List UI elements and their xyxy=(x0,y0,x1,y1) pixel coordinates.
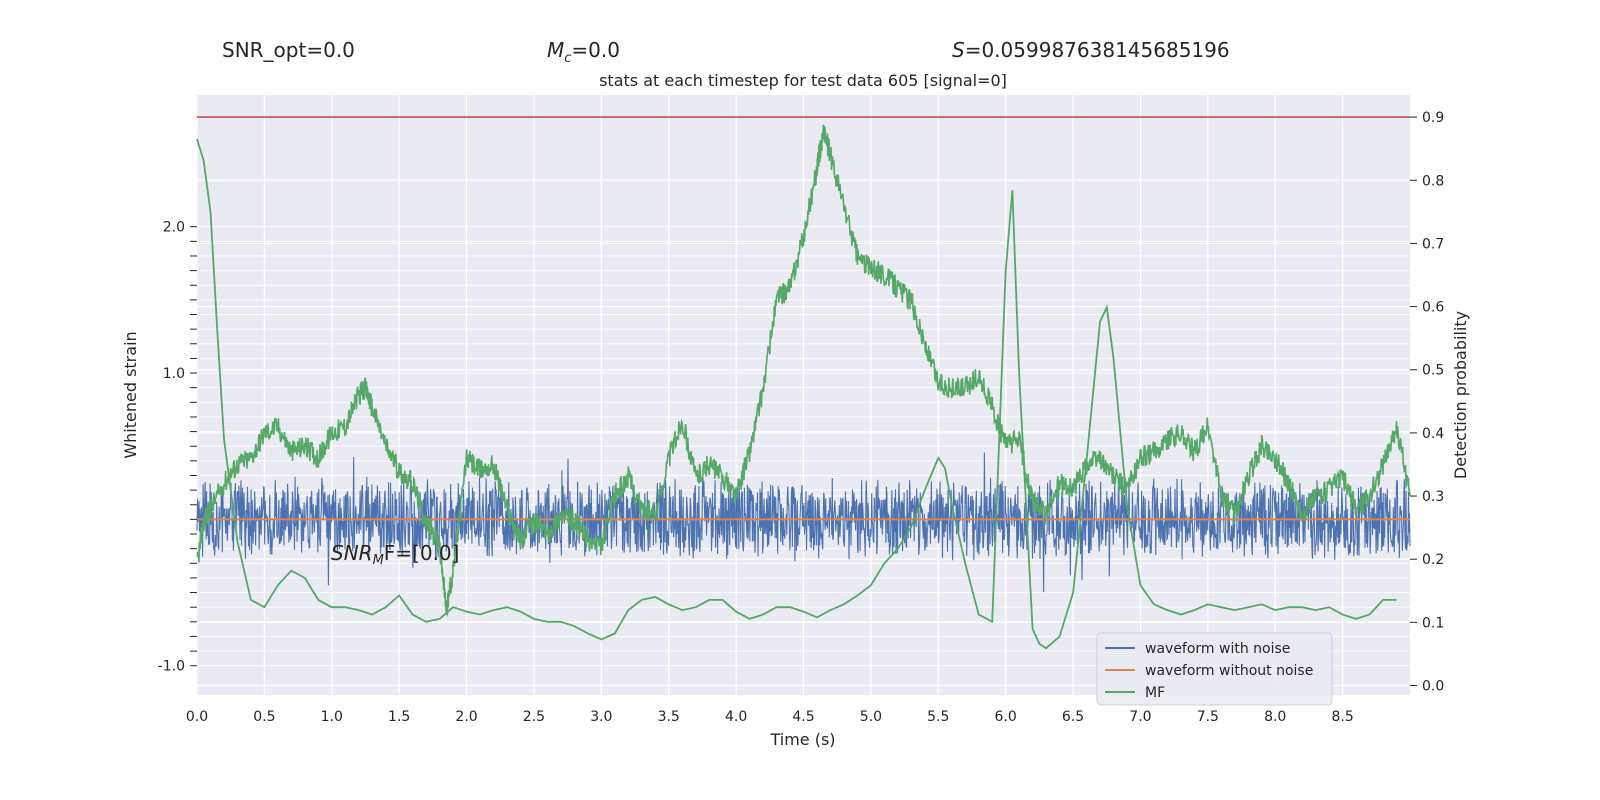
right-tick-label: 0.8 xyxy=(1422,173,1444,189)
right-tick-label: 0.6 xyxy=(1422,300,1444,316)
x-tick-label: 1.5 xyxy=(388,709,410,725)
x-tick-label: 8.5 xyxy=(1331,709,1353,725)
x-tick-label: 7.5 xyxy=(1197,709,1219,725)
chart-title: stats at each timestep for test data 605… xyxy=(599,71,1007,90)
x-tick-label: 3.5 xyxy=(658,709,680,725)
waveform-with-noise-line xyxy=(196,452,1411,593)
s-stat: S=0.0599876381456851​96 xyxy=(952,38,1230,62)
right-tick-label: 0.5 xyxy=(1422,363,1444,379)
x-tick-label: 3.0 xyxy=(590,709,612,725)
right-tick-label: 0.1 xyxy=(1422,615,1444,631)
x-tick-label: 1.0 xyxy=(321,709,343,725)
x-tick-label: 2.0 xyxy=(455,709,477,725)
x-axis: 0.0 0.5 1.0 1.5 2.0 2.5 3.0 3.5 4.0 4.5 5.0 5.5 6.0 6… xyxy=(186,709,1354,725)
right-axis-label: Detection probability xyxy=(1451,311,1470,479)
snr-mf-sub: M xyxy=(373,553,384,568)
left-axis-label: Whitened strain xyxy=(121,331,140,458)
legend: waveform with noise waveform without nois… xyxy=(1096,632,1333,706)
left-tick-label: 1.0 xyxy=(163,366,185,382)
x-tick-label: 0.5 xyxy=(253,709,275,725)
plot-area xyxy=(196,116,1411,650)
x-tick-label: 4.5 xyxy=(792,709,814,725)
right-tick-label: 0.0 xyxy=(1422,679,1444,695)
detection-probability-line xyxy=(196,124,1411,617)
left-tick-label: 2.0 xyxy=(163,220,185,236)
snr-mf-tail: F=[0.0] xyxy=(384,541,460,565)
right-axis: 0.0 0.1 0.2 0.3 0.4 0.5 0.6 0.7 0.8 0.9 xyxy=(1410,110,1444,695)
x-tick-label: 7.0 xyxy=(1129,709,1151,725)
x-tick-label: 2.5 xyxy=(523,709,545,725)
x-axis-label: Time (s) xyxy=(769,730,835,749)
chirp-mass-stat: Mc=0.0 xyxy=(547,38,620,66)
x-tick-label: 5.0 xyxy=(860,709,882,725)
right-tick-label: 0.9 xyxy=(1422,110,1444,126)
x-tick-label: 4.0 xyxy=(725,709,747,725)
x-tick-label: 5.5 xyxy=(927,709,949,725)
right-tick-label: 0.7 xyxy=(1422,236,1444,252)
left-axis: 2.0 1.0 -1.0 xyxy=(158,220,197,675)
chirp-mass-subscript: c xyxy=(564,51,572,66)
left-tick-label: -1.0 xyxy=(158,659,185,675)
x-tick-label: 0.0 xyxy=(186,709,208,725)
snr-opt-stat: SNR_opt=0.0 xyxy=(222,38,355,62)
snr-mf-annotation: SNRMF=[0.0] xyxy=(331,541,459,568)
s-symbol: S xyxy=(952,38,965,62)
right-tick-label: 0.3 xyxy=(1422,489,1444,505)
x-tick-label: 6.0 xyxy=(995,709,1017,725)
snr-mf-main: SNR xyxy=(331,541,373,565)
x-tick-label: 6.5 xyxy=(1062,709,1084,725)
x-tick-label: 8.0 xyxy=(1264,709,1286,725)
chirp-mass-value: =0.0 xyxy=(571,38,620,62)
legend-box xyxy=(1096,632,1333,706)
chirp-mass-symbol: M xyxy=(547,38,565,62)
grid xyxy=(196,95,1410,695)
mf-line xyxy=(196,138,1397,650)
legend-label: waveform with noise xyxy=(1145,641,1290,657)
legend-label: waveform without noise xyxy=(1145,663,1313,679)
legend-label: MF xyxy=(1145,685,1165,701)
right-tick-label: 0.4 xyxy=(1422,426,1444,442)
s-value: =0.0599876381456851​96 xyxy=(964,38,1230,62)
right-tick-label: 0.2 xyxy=(1422,552,1444,568)
